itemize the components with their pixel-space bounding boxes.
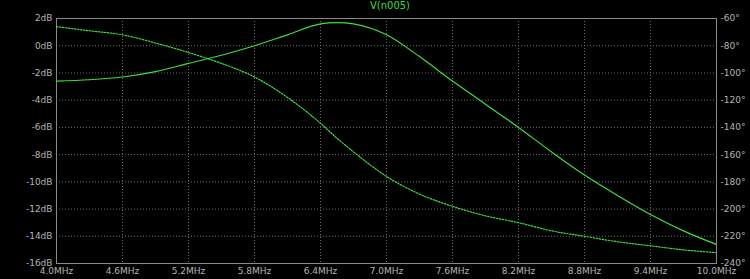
svg-text:9.4MHz: 9.4MHz [634,266,668,276]
svg-text:-220°: -220° [721,231,746,241]
svg-text:-8dB: -8dB [32,149,53,159]
svg-text:-6dB: -6dB [32,122,53,132]
svg-text:-80°: -80° [721,41,740,51]
svg-text:5.2MHz: 5.2MHz [172,266,206,276]
svg-text:-140°: -140° [721,122,746,132]
svg-text:-100°: -100° [721,68,746,78]
svg-text:-200°: -200° [721,204,746,214]
html-text:V(n005): V(n005) [370,0,410,11]
svg-text:8.2MHz: 8.2MHz [502,266,536,276]
svg-text:2dB: 2dB [35,13,53,23]
svg-text:-180°: -180° [721,177,746,187]
svg-text:-12dB: -12dB [26,204,53,214]
svg-text:-10dB: -10dB [26,177,53,187]
svg-text:5.8MHz: 5.8MHz [238,266,272,276]
svg-text:10.0MHz: 10.0MHz [696,265,737,276]
svg-text:4.6MHz: 4.6MHz [106,266,140,276]
svg-text:0dB: 0dB [35,41,53,51]
svg-text:-4dB: -4dB [32,95,53,105]
svg-text:4.0MHz: 4.0MHz [39,265,74,276]
svg-text:8.8MHz: 8.8MHz [568,266,602,276]
svg-text:7.0MHz: 7.0MHz [370,266,404,276]
svg-text:6.4MHz: 6.4MHz [304,266,338,276]
svg-text:-2dB: -2dB [32,68,53,78]
svg-text:-14dB: -14dB [26,231,53,241]
svg-text:-16dB: -16dB [26,258,53,268]
svg-text:7.6MHz: 7.6MHz [436,266,470,276]
svg-text:-160°: -160° [721,149,746,159]
svg-text:-120°: -120° [721,95,746,105]
svg-text:-60°: -60° [721,13,740,23]
svg-text:-240°: -240° [721,258,746,268]
